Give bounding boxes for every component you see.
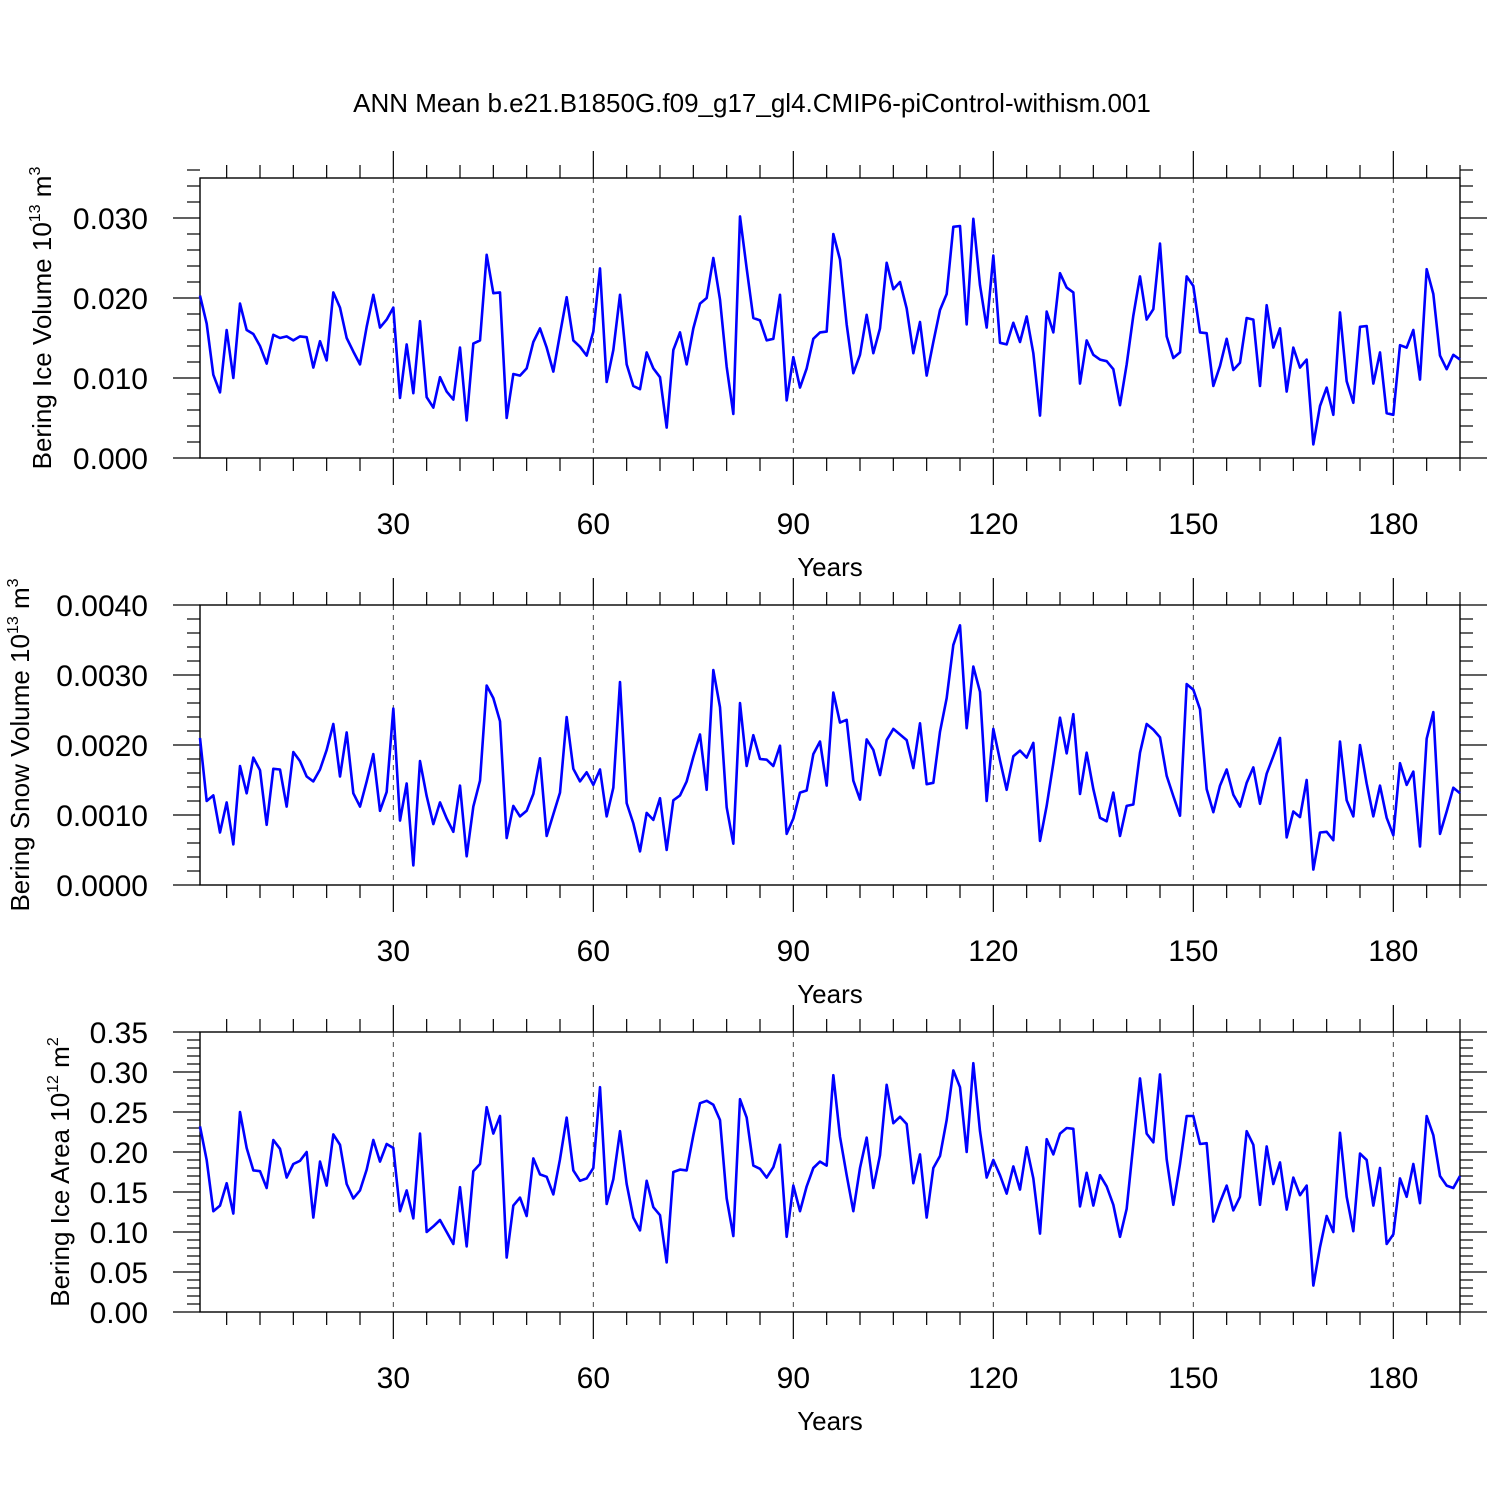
- x-tick-label: 90: [777, 935, 810, 968]
- y-tick-label: 0.20: [90, 1137, 148, 1170]
- x-tick-label: 60: [577, 935, 610, 968]
- x-tick-label: 30: [377, 508, 410, 541]
- y-tick-label: 0.000: [73, 443, 148, 476]
- y-tick-label: 0.020: [73, 283, 148, 316]
- x-tick-label: 30: [377, 1362, 410, 1395]
- y-tick-label: 0.15: [90, 1177, 148, 1210]
- y-tick-label: 0.0020: [56, 730, 148, 763]
- x-tick-label: 60: [577, 508, 610, 541]
- y-tick-label: 0.30: [90, 1057, 148, 1090]
- series-line: [198, 623, 1461, 871]
- series-line: [198, 215, 1461, 446]
- y-tick-label: 0.00: [90, 1297, 148, 1330]
- y-tick-label: 0.35: [90, 1017, 148, 1050]
- x-tick-label: 120: [968, 508, 1018, 541]
- plot-frame: [199, 1031, 1461, 1313]
- x-tick-label: 60: [577, 1362, 610, 1395]
- y-axis-label: Bering Ice Volume 1013 m3: [27, 167, 57, 470]
- x-tick-label: 150: [1168, 935, 1218, 968]
- x-axis-label: Years: [797, 1406, 863, 1436]
- y-tick-label: 0.25: [90, 1097, 148, 1130]
- panel-ice-area: 0.00 0.05 0.10 0.15 0.20 0.25 0.30 0.35 30 60 90 12…: [45, 1005, 1487, 1436]
- y-tick-label: 0.010: [73, 363, 148, 396]
- x-tick-label: 150: [1168, 1362, 1218, 1395]
- y-axis-label: Bering Snow Volume 1013 m3: [5, 578, 35, 911]
- y-tick-label: 0.0040: [56, 590, 148, 623]
- x-tick-label: 180: [1368, 508, 1418, 541]
- x-axis-label: Years: [797, 552, 863, 582]
- y-tick-label: 0.0010: [56, 800, 148, 833]
- x-tick-label: 90: [777, 508, 810, 541]
- y-tick-label: 0.10: [90, 1217, 148, 1250]
- y-tick-label: 0.0000: [56, 870, 148, 903]
- x-tick-label: 120: [968, 935, 1018, 968]
- y-tick-label: 0.030: [73, 203, 148, 236]
- y-axis-label: Bering Ice Area 1012 m2: [45, 1037, 75, 1307]
- x-tick-label: 150: [1168, 508, 1218, 541]
- x-tick-label: 90: [777, 1362, 810, 1395]
- x-tick-label: 30: [377, 935, 410, 968]
- y-tick-label: 0.05: [90, 1257, 148, 1290]
- x-axis-label: Years: [797, 979, 863, 1009]
- x-tick-label: 180: [1368, 1362, 1418, 1395]
- panel-ice-volume: 0.000 0.010 0.020 0.030 30 60 90 120 150 180 Years…: [27, 151, 1487, 582]
- x-tick-label: 180: [1368, 935, 1418, 968]
- panel-snow-volume: 0.0000 0.0010 0.0020 0.0030 0.0040 30 60 90 120 1…: [5, 578, 1487, 1009]
- x-tick-label: 120: [968, 1362, 1018, 1395]
- series-line: [198, 1061, 1462, 1287]
- y-tick-label: 0.0030: [56, 660, 148, 693]
- plot-frame: [199, 177, 1461, 459]
- figure-title: ANN Mean b.e21.B1850G.f09_g17_gl4.CMIP6-…: [353, 88, 1151, 118]
